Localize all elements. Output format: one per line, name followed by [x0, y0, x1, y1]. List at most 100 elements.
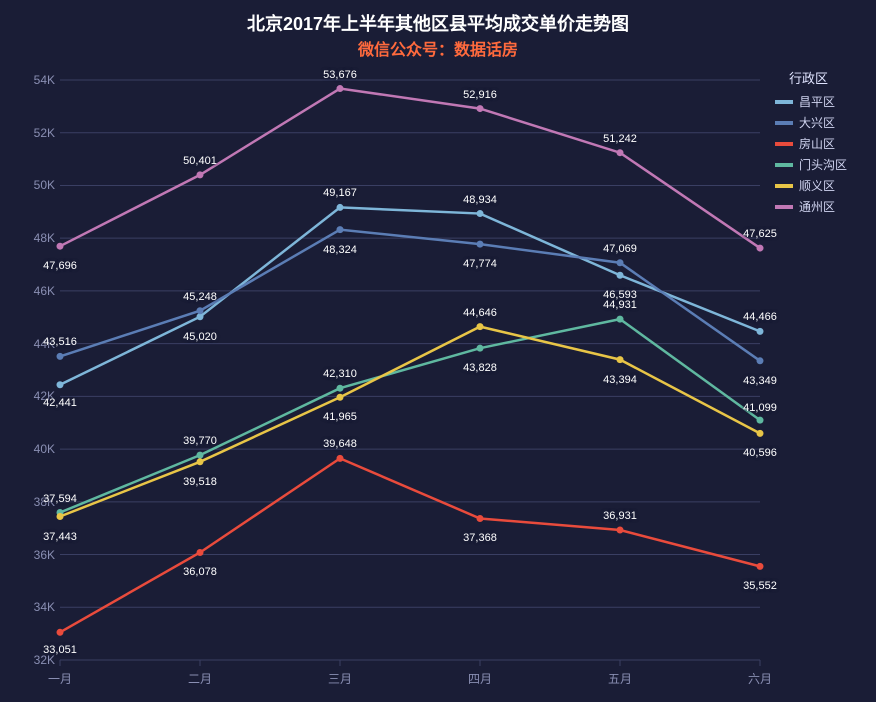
- legend-label: 门头沟区: [799, 156, 847, 173]
- legend-swatch: [775, 142, 793, 146]
- ytick-label: 36K: [5, 548, 55, 562]
- legend-title: 行政区: [789, 68, 847, 87]
- data-point: [757, 430, 764, 437]
- legend-swatch: [775, 163, 793, 167]
- data-point: [337, 204, 344, 211]
- data-point: [617, 272, 624, 279]
- data-label: 41,099: [743, 402, 777, 414]
- data-point: [57, 243, 64, 250]
- data-label: 50,401: [183, 155, 217, 167]
- data-label: 40,596: [743, 447, 777, 459]
- legend-swatch: [775, 184, 793, 188]
- data-point: [477, 241, 484, 248]
- legend-item[interactable]: 通州区: [775, 198, 847, 215]
- data-label: 53,676: [323, 69, 357, 81]
- data-point: [57, 629, 64, 636]
- data-point: [477, 345, 484, 352]
- ytick-label: 52K: [5, 126, 55, 140]
- data-label: 39,770: [183, 435, 217, 447]
- data-label: 44,466: [743, 311, 777, 323]
- series-line: [60, 230, 760, 361]
- data-label: 43,394: [603, 374, 637, 386]
- data-point: [57, 381, 64, 388]
- xtick-label: 六月: [748, 670, 772, 687]
- chart-svg: [0, 0, 876, 702]
- data-point: [617, 316, 624, 323]
- data-point: [57, 353, 64, 360]
- data-label: 47,696: [43, 260, 77, 272]
- data-point: [617, 356, 624, 363]
- legend-item[interactable]: 门头沟区: [775, 156, 847, 173]
- data-label: 45,248: [183, 291, 217, 303]
- xtick-label: 五月: [608, 670, 632, 687]
- data-label: 37,443: [43, 531, 77, 543]
- ytick-label: 50K: [5, 178, 55, 192]
- data-label: 43,828: [463, 362, 497, 374]
- series-line: [60, 89, 760, 249]
- data-point: [197, 171, 204, 178]
- data-label: 51,242: [603, 133, 637, 145]
- ytick-label: 46K: [5, 284, 55, 298]
- data-point: [197, 549, 204, 556]
- data-point: [477, 515, 484, 522]
- data-point: [197, 307, 204, 314]
- data-label: 41,965: [323, 411, 357, 423]
- ytick-label: 40K: [5, 442, 55, 456]
- data-label: 47,625: [743, 228, 777, 240]
- xtick-label: 三月: [328, 670, 352, 687]
- data-label: 36,078: [183, 566, 217, 578]
- legend-label: 房山区: [799, 135, 835, 152]
- data-point: [757, 245, 764, 252]
- data-point: [337, 455, 344, 462]
- data-label: 35,552: [743, 580, 777, 592]
- data-label: 43,516: [43, 336, 77, 348]
- ytick-label: 54K: [5, 73, 55, 87]
- data-point: [477, 210, 484, 217]
- legend-item[interactable]: 昌平区: [775, 93, 847, 110]
- data-label: 49,167: [323, 187, 357, 199]
- data-point: [197, 313, 204, 320]
- data-point: [337, 394, 344, 401]
- data-label: 45,020: [183, 331, 217, 343]
- data-label: 36,931: [603, 510, 637, 522]
- legend-swatch: [775, 100, 793, 104]
- legend-label: 顺义区: [799, 177, 835, 194]
- xtick-label: 一月: [48, 670, 72, 687]
- xtick-label: 二月: [188, 670, 212, 687]
- data-label: 44,646: [463, 307, 497, 319]
- data-point: [197, 452, 204, 459]
- data-label: 47,069: [603, 243, 637, 255]
- legend-item[interactable]: 顺义区: [775, 177, 847, 194]
- data-point: [757, 328, 764, 335]
- ytick-label: 48K: [5, 231, 55, 245]
- data-point: [757, 563, 764, 570]
- data-label: 33,051: [43, 644, 77, 656]
- data-label: 42,441: [43, 397, 77, 409]
- data-point: [477, 105, 484, 112]
- data-label: 48,934: [463, 194, 497, 206]
- data-label: 48,324: [323, 244, 357, 256]
- data-point: [57, 513, 64, 520]
- data-label: 47,774: [463, 258, 497, 270]
- data-label: 37,594: [43, 493, 77, 505]
- data-label: 42,310: [323, 368, 357, 380]
- data-point: [477, 323, 484, 330]
- data-point: [617, 149, 624, 156]
- data-point: [757, 357, 764, 364]
- legend-label: 昌平区: [799, 93, 835, 110]
- data-label: 52,916: [463, 89, 497, 101]
- data-label: 39,518: [183, 476, 217, 488]
- data-point: [337, 85, 344, 92]
- legend-item[interactable]: 大兴区: [775, 114, 847, 131]
- data-point: [617, 527, 624, 534]
- data-label: 39,648: [323, 438, 357, 450]
- ytick-label: 34K: [5, 600, 55, 614]
- legend-label: 大兴区: [799, 114, 835, 131]
- xtick-label: 四月: [468, 670, 492, 687]
- legend-swatch: [775, 121, 793, 125]
- data-label: 37,368: [463, 532, 497, 544]
- legend-label: 通州区: [799, 198, 835, 215]
- series-line: [60, 207, 760, 384]
- legend-item[interactable]: 房山区: [775, 135, 847, 152]
- data-point: [337, 385, 344, 392]
